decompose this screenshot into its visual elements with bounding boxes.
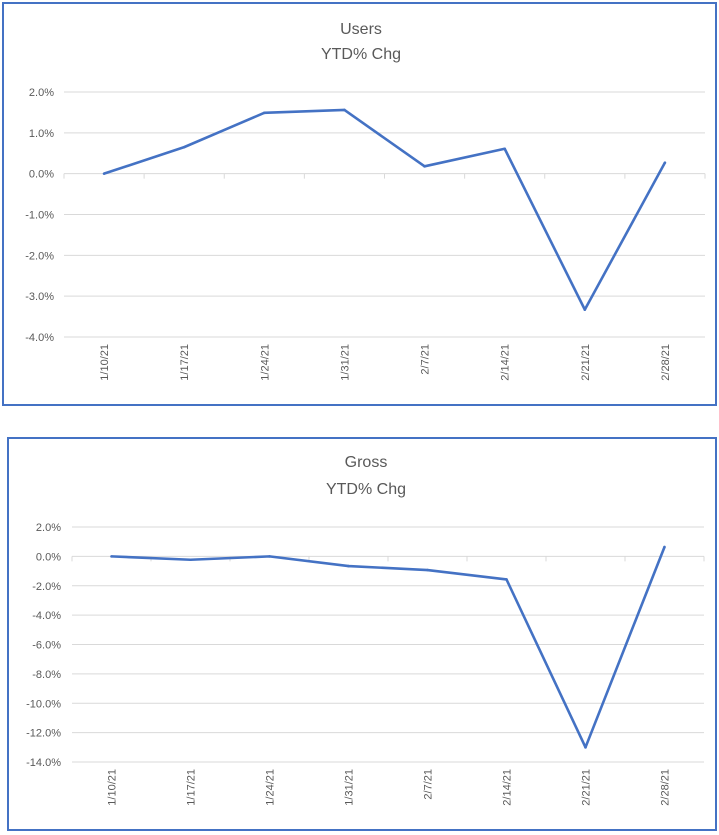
- chart-title-line2: YTD% Chg: [321, 46, 401, 63]
- data-point: [505, 578, 508, 581]
- y-tick-label: 2.0%: [29, 87, 54, 99]
- y-tick-label: -10.0%: [26, 698, 61, 710]
- chart-title-line2: YTD% Chg: [326, 481, 406, 498]
- data-point: [343, 108, 346, 112]
- x-tick-label: 1/31/21: [339, 344, 351, 381]
- x-tick-label: 1/17/21: [179, 344, 191, 381]
- gross-chart: Gross YTD% Chg 2.0% 0.0% -2.0% -4.0% -6.0% -8.0…: [7, 437, 717, 831]
- chart-title-line1: Users: [340, 21, 382, 38]
- y-tick-label: -8.0%: [32, 669, 61, 681]
- data-point: [663, 161, 667, 164]
- data-point: [110, 555, 113, 558]
- x-tick-label: 1/10/21: [99, 344, 111, 381]
- data-point: [102, 172, 106, 175]
- gross-chart-svg: Gross YTD% Chg 2.0% 0.0% -2.0% -4.0% -6.0% -8.0…: [26, 454, 705, 806]
- x-tick-label: 1/10/21: [107, 769, 119, 806]
- data-point: [423, 165, 426, 168]
- x-tick-label: 1/17/21: [186, 769, 198, 806]
- series-line: [103, 108, 667, 311]
- x-tick-label: 2/21/21: [580, 344, 592, 381]
- data-point: [426, 568, 429, 572]
- y-tick-label: -4.0%: [25, 332, 54, 344]
- data-point: [189, 558, 192, 562]
- data-point: [263, 111, 266, 115]
- x-tick-label: 2/14/21: [502, 769, 514, 806]
- x-tick-label: 2/7/21: [423, 769, 435, 800]
- chart-title-line1: Gross: [345, 454, 388, 471]
- y-tick-label: -2.0%: [25, 250, 54, 262]
- x-tick-label: 2/28/21: [660, 344, 672, 381]
- y-tick-label: -3.0%: [25, 291, 54, 303]
- y-tick-label: 2.0%: [36, 522, 61, 534]
- y-tick-label: 0.0%: [36, 551, 61, 563]
- x-tick-label: 1/24/21: [265, 769, 277, 806]
- users-chart-svg: Users YTD% Chg 2.0% 1.0% 0.0% -1.0% -2.0% -3.0%…: [25, 21, 706, 381]
- x-tick-label: 2/28/21: [660, 769, 672, 806]
- x-tick-label: 1/31/21: [344, 769, 356, 806]
- data-point: [663, 545, 666, 549]
- data-point: [182, 145, 186, 149]
- y-tick-label: -4.0%: [32, 610, 61, 622]
- y-tick-label: -1.0%: [25, 210, 54, 222]
- users-chart: Users YTD% Chg 2.0% 1.0% 0.0% -1.0% -2.0% -3.0%…: [2, 2, 717, 406]
- x-tick-label: 2/21/21: [581, 769, 593, 806]
- x-tick-label: 2/7/21: [420, 344, 432, 375]
- y-tick-label: 0.0%: [29, 169, 54, 181]
- y-tick-label: -6.0%: [32, 640, 61, 652]
- data-point: [347, 564, 350, 568]
- x-tick-label: 2/14/21: [500, 344, 512, 381]
- series-line: [111, 546, 666, 749]
- data-point: [268, 555, 271, 558]
- data-point: [583, 308, 587, 311]
- y-tick-label: -12.0%: [26, 728, 61, 740]
- data-point: [584, 746, 587, 749]
- x-tick-label: 1/24/21: [259, 344, 271, 381]
- y-tick-label: -14.0%: [26, 757, 61, 769]
- y-tick-label: -2.0%: [32, 581, 61, 593]
- data-point: [503, 147, 506, 151]
- y-tick-label: 1.0%: [29, 128, 54, 140]
